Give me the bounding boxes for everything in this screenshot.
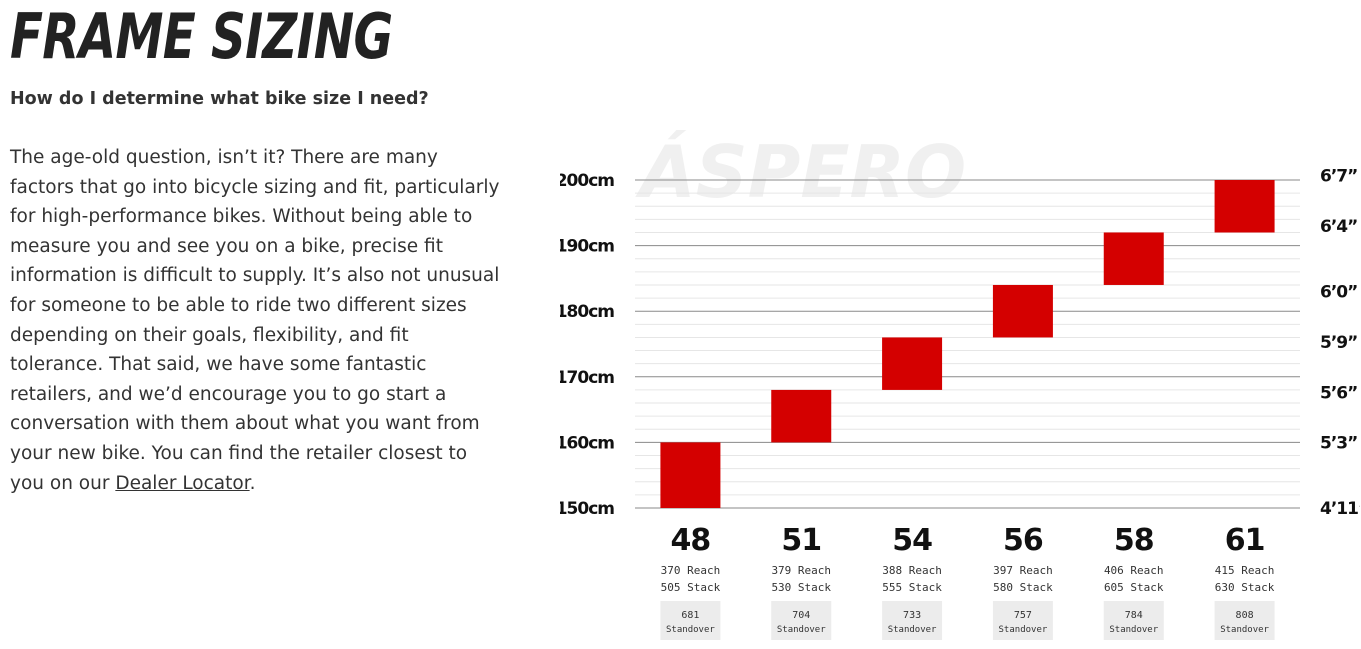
size-bar-48	[660, 442, 721, 508]
standover-label: Standover	[1109, 625, 1158, 635]
standover-value: 733	[903, 610, 921, 621]
standover-box	[660, 601, 721, 640]
standover-label: Standover	[999, 625, 1048, 635]
size-bar-58	[1103, 232, 1164, 285]
standover-value: 757	[1014, 610, 1032, 621]
y-tick-label-imperial: 5’3”	[1320, 433, 1357, 453]
size-bar-54	[882, 337, 943, 390]
standover-box	[882, 601, 943, 640]
reach-value: 415 Reach	[1215, 564, 1275, 577]
standover-box	[771, 601, 832, 640]
y-tick-label-imperial: 5’6”	[1320, 384, 1357, 404]
description-text: The age-old question, isn’t it? There ar…	[10, 147, 500, 494]
description-end: .	[249, 472, 256, 494]
page-title: FRAME SIZING	[10, 0, 393, 73]
y-tick-label-cm: 180cm	[560, 302, 614, 322]
dealer-locator-link[interactable]: Dealer Locator	[115, 472, 250, 494]
standover-label: Standover	[666, 625, 715, 635]
standover-label: Standover	[777, 625, 826, 635]
frame-size-label: 48	[671, 523, 711, 558]
standover-box	[1103, 601, 1164, 640]
stack-value: 555 Stack	[882, 581, 942, 594]
sizing-description: The age-old question, isn’t it? There ar…	[10, 143, 500, 498]
stack-value: 530 Stack	[771, 581, 831, 594]
standover-label: Standover	[888, 625, 937, 635]
frame-size-label: 61	[1225, 523, 1265, 558]
y-tick-label-cm: 200cm	[560, 171, 614, 191]
sizing-question: How do I determine what bike size I need…	[10, 89, 429, 109]
stack-value: 630 Stack	[1215, 581, 1275, 594]
frame-size-label: 54	[892, 523, 932, 558]
standover-box	[992, 601, 1053, 640]
standover-label: Standover	[1220, 625, 1269, 635]
reach-value: 379 Reach	[771, 564, 831, 577]
y-tick-label-cm: 170cm	[560, 368, 614, 388]
reach-value: 397 Reach	[993, 564, 1053, 577]
y-tick-label-imperial: 6’7”	[1320, 166, 1357, 186]
y-tick-label-imperial: 4’11”	[1320, 499, 1360, 519]
frame-size-label: 58	[1114, 523, 1154, 558]
standover-value: 784	[1125, 610, 1143, 621]
frame-size-label: 51	[781, 523, 821, 558]
standover-value: 808	[1236, 610, 1254, 621]
y-tick-label-imperial: 6’4”	[1320, 217, 1357, 237]
y-tick-label-imperial: 5’9”	[1320, 333, 1357, 353]
standover-value: 704	[792, 610, 810, 621]
size-bar-51	[771, 389, 832, 443]
standover-box	[1214, 601, 1275, 640]
stack-value: 605 Stack	[1104, 581, 1164, 594]
size-bar-56	[992, 284, 1053, 338]
frame-size-chart: ÁSPERO 200cm 190cm 180cm 170cm 160cm 150cm 6’7”…	[560, 130, 1360, 640]
size-bar-61	[1214, 180, 1275, 233]
reach-value: 388 Reach	[882, 564, 942, 577]
y-tick-label-imperial: 6’0”	[1320, 283, 1357, 303]
reach-value: 370 Reach	[661, 564, 721, 577]
y-tick-label-cm: 150cm	[560, 499, 614, 519]
frame-size-label: 56	[1003, 523, 1043, 558]
chart-watermark: ÁSPERO	[635, 130, 966, 214]
reach-value: 406 Reach	[1104, 564, 1164, 577]
standover-value: 681	[681, 610, 699, 621]
stack-value: 580 Stack	[993, 581, 1053, 594]
y-tick-label-cm: 190cm	[560, 237, 614, 257]
y-tick-label-cm: 160cm	[560, 433, 614, 453]
stack-value: 505 Stack	[661, 581, 721, 594]
